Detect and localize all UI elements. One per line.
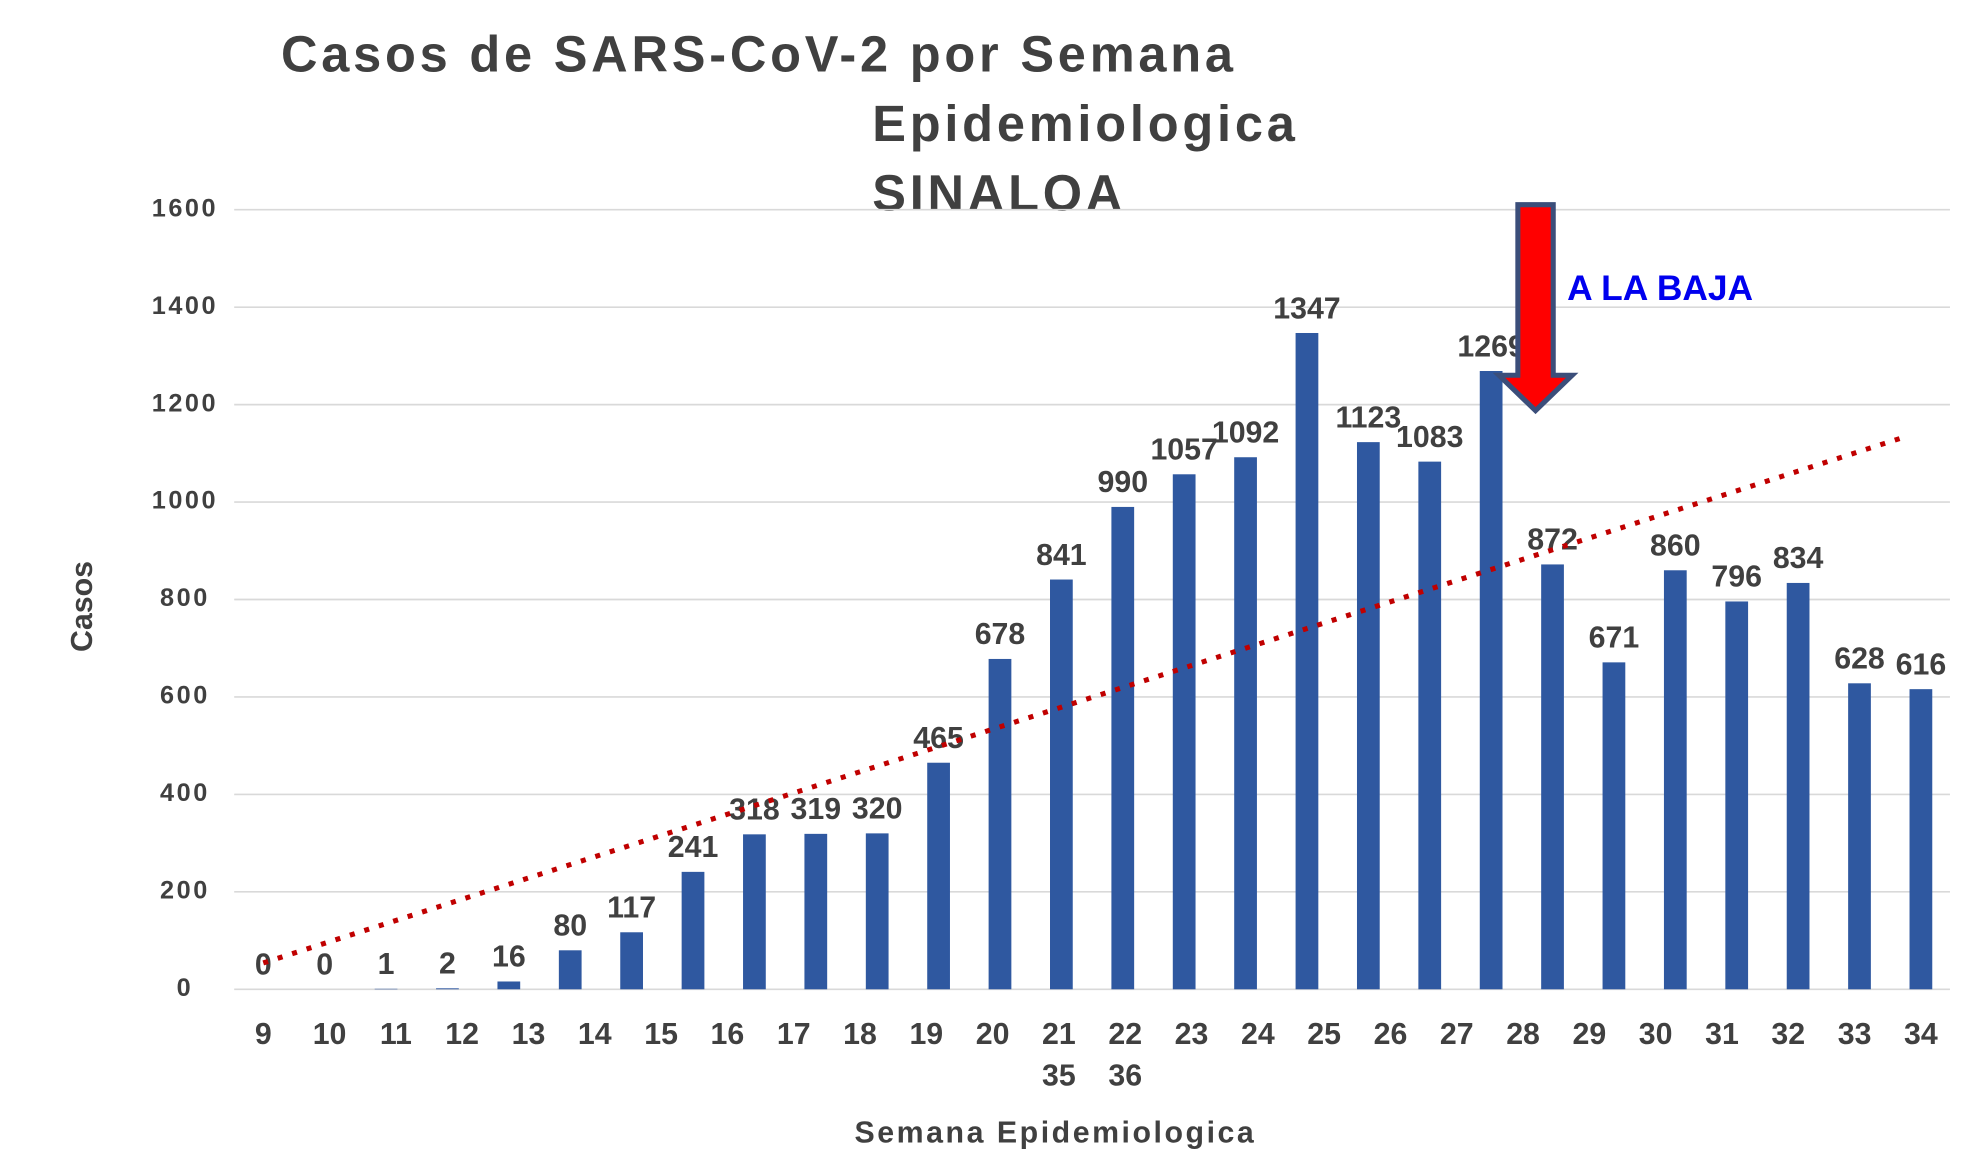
bar	[1418, 462, 1441, 990]
x-tick-label: 36	[1108, 1060, 1142, 1093]
x-tick-label: 33	[1838, 1018, 1872, 1051]
x-tick-label: 11	[380, 1018, 412, 1051]
data-label: 1057	[1150, 434, 1217, 467]
x-tick-label: 24	[1241, 1018, 1275, 1051]
bar	[1603, 662, 1626, 989]
y-axis-label: Casos	[66, 561, 99, 652]
chart-title: Epidemiologica	[872, 95, 1298, 152]
bar	[1910, 689, 1933, 989]
chart-title: Casos de SARS-CoV-2 por Semana	[281, 25, 1237, 82]
x-tick-label: 22	[1108, 1018, 1142, 1051]
x-tick-label: 20	[976, 1018, 1010, 1051]
bar	[866, 833, 889, 989]
bar	[1787, 583, 1810, 989]
x-tick-label: 9	[255, 1018, 272, 1051]
x-tick-label: 12	[445, 1018, 479, 1051]
data-label: 0	[316, 949, 333, 982]
bar	[559, 950, 582, 989]
bar	[1541, 564, 1564, 989]
x-tick-label: 23	[1175, 1018, 1209, 1051]
bar	[1664, 570, 1687, 989]
x-tick-label: 30	[1639, 1018, 1673, 1051]
data-label: 2	[439, 948, 456, 981]
x-tick-label: 35	[1042, 1060, 1076, 1093]
data-label: 671	[1589, 622, 1640, 655]
data-label: 241	[668, 831, 719, 864]
y-tick-label: 200	[160, 877, 210, 905]
bar	[743, 834, 766, 989]
x-tick-label: 25	[1307, 1018, 1341, 1051]
x-tick-label: 27	[1440, 1018, 1474, 1051]
chart-title: SINALOA	[872, 164, 1126, 221]
bar	[1173, 474, 1196, 989]
y-tick-label: 600	[160, 682, 210, 710]
data-label: 616	[1896, 648, 1947, 681]
data-label: 834	[1773, 542, 1824, 575]
y-tick-label: 1200	[152, 389, 218, 417]
bar	[1234, 457, 1257, 989]
data-label: 320	[852, 793, 903, 826]
bar	[1725, 601, 1748, 989]
x-tick-label: 34	[1904, 1018, 1938, 1051]
data-label: 1269	[1457, 330, 1524, 363]
data-label: 0	[255, 949, 272, 982]
x-tick-label: 16	[711, 1018, 745, 1051]
data-label: 117	[607, 892, 656, 925]
data-label: 678	[975, 618, 1026, 651]
x-tick-label: 28	[1506, 1018, 1540, 1051]
x-axis-label: Semana Epidemiologica	[855, 1117, 1257, 1150]
data-label: 860	[1650, 530, 1701, 563]
x-tick-label: 31	[1705, 1018, 1739, 1051]
data-label: 990	[1097, 466, 1148, 499]
x-tick-label: 26	[1374, 1018, 1408, 1051]
bar	[436, 988, 459, 989]
data-label: 841	[1036, 539, 1087, 572]
data-label: 1092	[1212, 417, 1279, 450]
y-tick-label: 1400	[152, 292, 218, 320]
bar	[1111, 507, 1134, 989]
bar	[620, 932, 643, 989]
x-tick-label: 17	[777, 1018, 811, 1051]
bar	[989, 659, 1012, 989]
data-label: 628	[1834, 643, 1885, 676]
x-tick-label: 29	[1573, 1018, 1607, 1051]
bar	[1296, 333, 1319, 989]
bar	[682, 872, 705, 989]
bar	[1050, 580, 1073, 990]
data-label: 796	[1711, 561, 1762, 594]
bar	[1480, 371, 1503, 989]
y-tick-label: 1600	[152, 194, 218, 222]
annotation: A LA BAJA	[1567, 269, 1753, 308]
data-label: 1347	[1273, 292, 1340, 325]
x-tick-label: 10	[313, 1018, 347, 1051]
y-tick-label: 800	[160, 584, 210, 612]
data-label: 319	[791, 793, 842, 826]
x-tick-label: 13	[512, 1018, 546, 1051]
data-label: 80	[553, 910, 587, 943]
y-tick-label: 400	[160, 779, 210, 807]
x-tick-label: 32	[1771, 1018, 1805, 1051]
y-tick-label: 0	[177, 974, 194, 1002]
bar	[497, 981, 520, 989]
data-label: 1123	[1335, 401, 1401, 434]
x-tick-label: 14	[578, 1018, 612, 1051]
data-label: 1	[378, 948, 395, 981]
x-tick-label: 18	[843, 1018, 877, 1051]
bar	[804, 834, 827, 989]
data-label: 1083	[1396, 421, 1463, 454]
y-tick-label: 1000	[152, 487, 218, 515]
data-label: 16	[492, 941, 526, 974]
x-tick-label: 21	[1042, 1018, 1076, 1051]
x-tick-label: 19	[909, 1018, 943, 1051]
bar	[927, 763, 950, 990]
x-tick-label: 15	[644, 1018, 678, 1051]
bar	[1848, 683, 1871, 989]
bar	[1357, 442, 1380, 989]
